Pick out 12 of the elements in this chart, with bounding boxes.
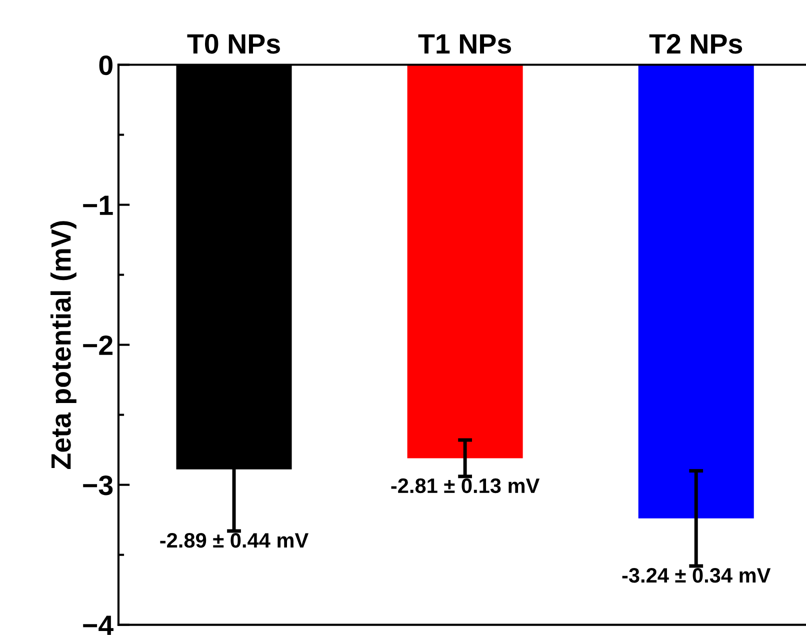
data-label: -2.89 ± 0.44 mV <box>160 532 308 548</box>
y-tick-label: −1 <box>83 196 113 215</box>
y-tick-label: 0 <box>99 55 112 76</box>
y-tick-label: −3 <box>83 475 113 496</box>
x-tick-label: T0 NPs <box>187 34 280 54</box>
x-tick-label: T2 NPs <box>649 34 742 54</box>
y-tick-label: −4 <box>83 616 114 635</box>
data-label: -3.24 ± 0.34 mV <box>622 568 771 583</box>
y-tick-label: −2 <box>83 335 113 355</box>
y-axis-title: Zeta potential (mV) <box>50 221 76 469</box>
data-label: -2.81 ± 0.13 mV <box>391 478 540 494</box>
x-tick-label: T1 NPs <box>418 34 512 54</box>
